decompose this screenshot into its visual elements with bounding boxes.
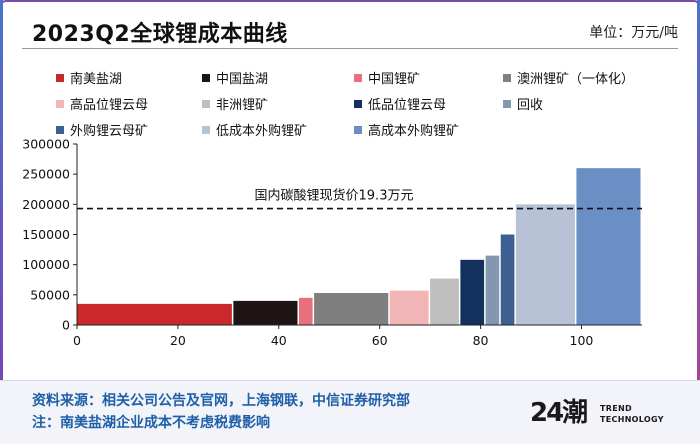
- unit-label: 单位：万元/吨: [589, 25, 678, 41]
- legend-item: 澳洲锂矿（一体化）: [503, 68, 634, 87]
- bar: [298, 297, 313, 325]
- legend-label: 回收: [517, 98, 544, 113]
- right-accent-bar: [697, 0, 700, 443]
- x-tick-label: 60: [372, 333, 388, 348]
- bar: [515, 204, 575, 325]
- legend-item: 外购锂云母矿: [56, 120, 148, 139]
- bar: [314, 293, 389, 325]
- left-accent-bar: [0, 0, 3, 443]
- legend-swatch: [354, 99, 362, 108]
- legend-item: 中国锂矿: [354, 68, 420, 87]
- legend-label: 澳洲锂矿（一体化）: [517, 72, 635, 87]
- legend-label: 中国盐湖: [216, 72, 269, 87]
- legend-label: 中国锂矿: [368, 72, 421, 87]
- x-tick-label: 80: [473, 333, 489, 348]
- y-tick-label: 150000: [22, 227, 70, 242]
- bar: [576, 168, 641, 325]
- legend-swatch: [202, 125, 210, 134]
- legend-item: 低成本外购锂矿: [202, 120, 307, 139]
- brand-logo: 24潮 TREND TECHNOLOGY: [530, 392, 680, 432]
- chart-title: 2023Q2全球锂成本曲线: [32, 22, 288, 47]
- note-text: 注：南美盐湖企业成本不考虑税费影响: [32, 415, 270, 431]
- logo-mark: 24潮: [530, 398, 588, 428]
- legend-item: 高成本外购锂矿: [354, 120, 459, 139]
- legend-item: 高品位锂云母: [56, 94, 148, 113]
- legend-item: 低品位锂云母: [354, 94, 446, 113]
- legend-swatch: [56, 73, 64, 82]
- legend-label: 南美盐湖: [70, 72, 123, 87]
- logo-text-technology: TECHNOLOGY: [600, 415, 664, 424]
- legend-label: 非洲锂矿: [216, 98, 269, 113]
- x-tick-label: 100: [570, 333, 594, 348]
- y-tick-label: 100000: [22, 257, 70, 272]
- y-tick-label: 200000: [22, 197, 70, 212]
- legend-swatch: [56, 125, 64, 134]
- x-tick-label: 40: [271, 333, 287, 348]
- legend-swatch: [56, 99, 64, 108]
- source-text: 资料来源：相关公司公告及官网，上海钢联，中信证券研究部: [32, 393, 410, 409]
- title-divider: [22, 48, 678, 49]
- legend-label: 高品位锂云母: [70, 98, 149, 113]
- y-tick-label: 300000: [22, 137, 70, 152]
- legend-swatch: [503, 73, 511, 82]
- legend-item: 回收: [503, 94, 543, 113]
- bar: [77, 303, 232, 325]
- x-tick-label: 0: [73, 333, 81, 348]
- legend-label: 外购锂云母矿: [70, 124, 149, 139]
- legend-swatch: [202, 73, 210, 82]
- bar: [500, 234, 515, 325]
- cost-curve-chart: 0 50000 100000 150000 200000 250000 300000 0 20 4…: [22, 137, 642, 348]
- bar: [460, 259, 485, 325]
- legend-swatch: [503, 99, 511, 108]
- legend-swatch: [202, 99, 210, 108]
- legend-swatch: [354, 73, 362, 82]
- legend-label: 低成本外购锂矿: [216, 124, 308, 139]
- y-tick-label: 0: [62, 318, 70, 333]
- legend-item: 非洲锂矿: [202, 94, 268, 113]
- legend-swatch: [354, 125, 362, 134]
- bar: [233, 300, 298, 325]
- logo-text-trend: TREND: [600, 404, 632, 413]
- x-tick-label: 20: [170, 333, 186, 348]
- legend-label: 低品位锂云母: [368, 98, 447, 113]
- bar: [430, 278, 459, 325]
- bar: [485, 255, 500, 325]
- y-tick-label: 50000: [30, 287, 70, 302]
- legend-item: 南美盐湖: [56, 68, 122, 87]
- footer-panel: [0, 380, 700, 444]
- bar: [389, 290, 429, 325]
- reference-line-label: 国内碳酸锂现货价19.3万元: [255, 188, 414, 204]
- chart-legend: 南美盐湖 中国盐湖 中国锂矿 澳洲锂矿（一体化） 高品位锂云母 非洲锂矿 低品位…: [0, 0, 700, 140]
- legend-label: 高成本外购锂矿: [368, 124, 460, 139]
- y-tick-label: 250000: [22, 167, 70, 182]
- legend-item: 中国盐湖: [202, 68, 268, 87]
